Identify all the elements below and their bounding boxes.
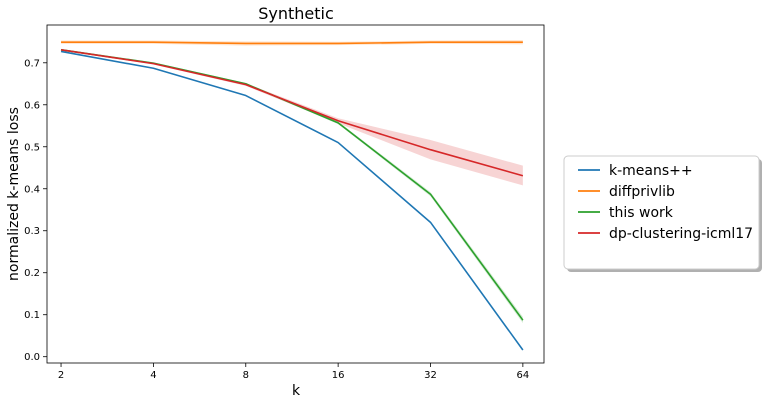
legend-box (563, 155, 760, 270)
x-tick-label: 2 (58, 370, 64, 381)
legend-label: dp-clustering-icml17 (609, 226, 753, 242)
series-line-k-means- (60, 50, 524, 351)
confidence-bands (61, 40, 523, 350)
legend-label: diffprivlib (609, 184, 675, 200)
series-line-dp-clustering-icml17 (60, 48, 524, 177)
y-tick-label: 0.4 (24, 184, 40, 195)
x-tick-label: 32 (424, 370, 437, 381)
y-tick-label: 0.7 (24, 58, 40, 69)
x-axis-ticks: 2 4 8 16 32 64 (58, 363, 529, 381)
x-tick-label: 4 (150, 370, 156, 381)
legend: k-means++ diffprivlib this work dp-clusteri… (563, 155, 762, 272)
series-line-this-work (60, 48, 524, 321)
y-tick-label: 0.2 (24, 268, 40, 279)
y-tick-label: 0.1 (24, 310, 40, 321)
band-this-work (61, 48, 523, 324)
band-k-means- (61, 51, 523, 350)
legend-label: k-means++ (609, 163, 693, 179)
chart-title: Synthetic (258, 4, 334, 23)
y-tick-label: 0.0 (24, 352, 40, 363)
y-tick-label: 0.3 (24, 226, 40, 237)
y-tick-label: 0.5 (24, 142, 40, 153)
y-axis-label: normalized k-means loss (6, 107, 22, 281)
legend-label: this work (609, 205, 674, 221)
y-axis-ticks: 0.0 0.1 0.2 0.3 0.4 0.5 0.6 0.7 (24, 58, 47, 363)
plot-area-frame (46, 24, 545, 364)
band-dp-clustering-icml17 (61, 48, 523, 186)
y-tick-label: 0.6 (24, 100, 40, 111)
series-line-diffprivlib (61, 41, 523, 45)
x-tick-label: 64 (516, 370, 529, 381)
x-tick-label: 8 (243, 370, 249, 381)
x-tick-label: 16 (332, 370, 345, 381)
series-lines (60, 41, 524, 351)
x-axis-label: k (292, 383, 301, 399)
